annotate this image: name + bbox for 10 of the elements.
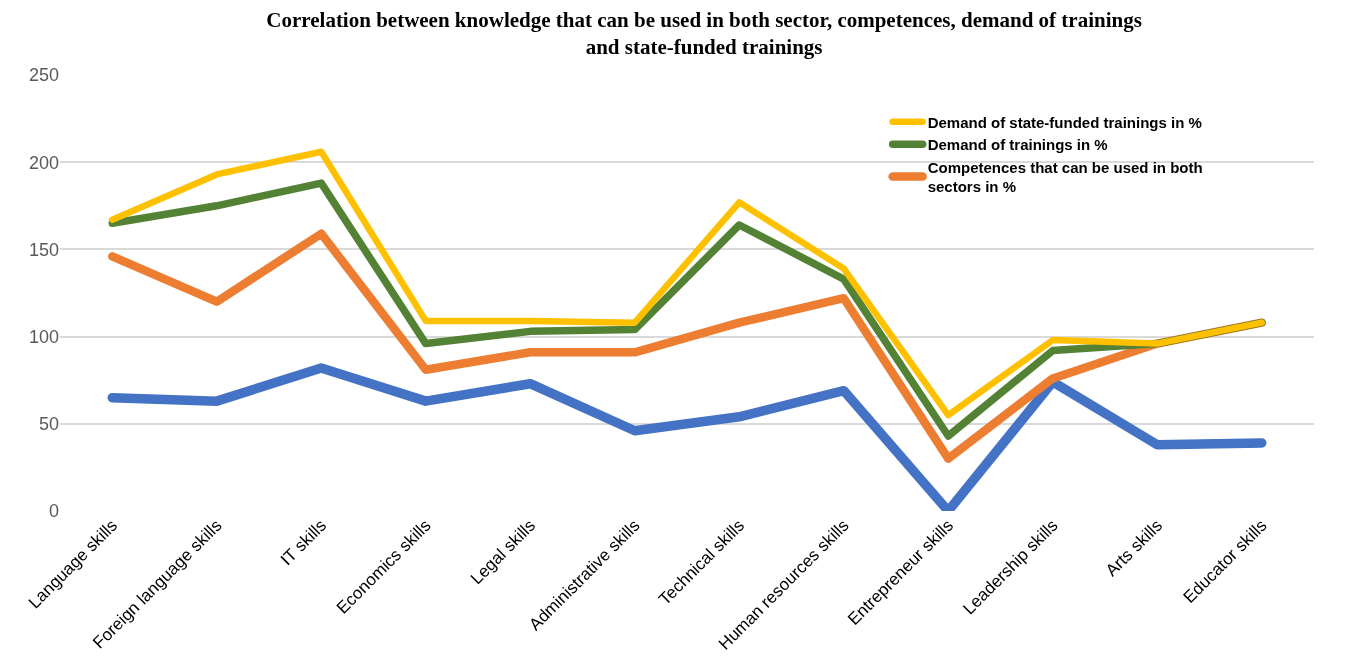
y-tick-label: 100 [28,326,59,347]
legend-label: Demand of state-funded trainings in % [927,113,1202,131]
legend-label: Demand of trainings in % [927,136,1108,154]
y-tick-label: 200 [28,152,59,173]
chart-title: Correlation between knowledge that can be used in both sector, competences, demand of trainings and state-funded trainings [266,7,1142,59]
legend-label: Competences that can be used in both sectors in % [927,158,1203,196]
y-tick-label: 250 [28,65,59,86]
y-tick-label: 0 [48,501,59,522]
y-tick-label: 150 [28,239,59,260]
y-tick-label: 50 [38,414,59,435]
